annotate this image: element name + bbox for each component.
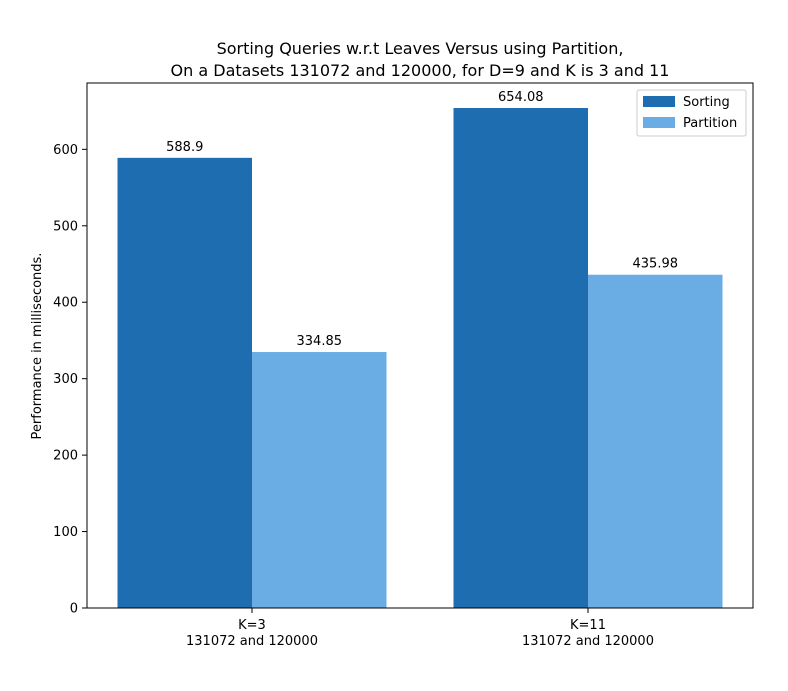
data-label-partition-2: 435.98 <box>633 257 679 272</box>
chart-title-line-2: On a Datasets 131072 and 120000, for D=9… <box>171 61 670 80</box>
y-axis: 0 100 200 300 400 500 600 <box>53 143 87 617</box>
data-label-sorting-2: 654.08 <box>498 90 544 105</box>
y-axis-label: Performance in milliseconds. <box>30 253 45 440</box>
x-tick-label: K=3 <box>238 618 266 633</box>
y-tick-label: 600 <box>53 143 78 158</box>
legend-swatch-partition <box>643 117 675 128</box>
bars-group <box>117 108 723 609</box>
data-label-sorting-1: 588.9 <box>166 140 203 155</box>
x-tick-label: K=11 <box>570 618 606 633</box>
y-tick-label: 400 <box>53 296 78 311</box>
y-tick-label: 500 <box>53 219 78 234</box>
x-tick-label: 131072 and 120000 <box>186 634 318 649</box>
y-tick-label: 300 <box>53 372 78 387</box>
y-tick-label: 0 <box>70 602 78 617</box>
legend-label-sorting: Sorting <box>683 95 730 110</box>
data-label-partition-1: 334.85 <box>297 334 343 349</box>
data-labels-group: 588.9 654.08 334.85 435.98 <box>166 90 678 349</box>
bar-sorting-2 <box>453 108 588 608</box>
x-tick-label: 131072 and 120000 <box>522 634 654 649</box>
bar-partition-2 <box>588 274 723 608</box>
chart-title-line-1: Sorting Queries w.r.t Leaves Versus usin… <box>217 39 624 58</box>
bar-sorting-1 <box>117 157 252 609</box>
y-tick-label: 100 <box>53 525 78 540</box>
legend-label-partition: Partition <box>683 116 737 131</box>
legend-swatch-sorting <box>643 96 675 107</box>
bar-partition-1 <box>252 352 387 608</box>
y-tick-label: 200 <box>53 449 78 464</box>
plot-frame <box>86 82 754 609</box>
legend: Sorting Partition <box>636 89 747 137</box>
